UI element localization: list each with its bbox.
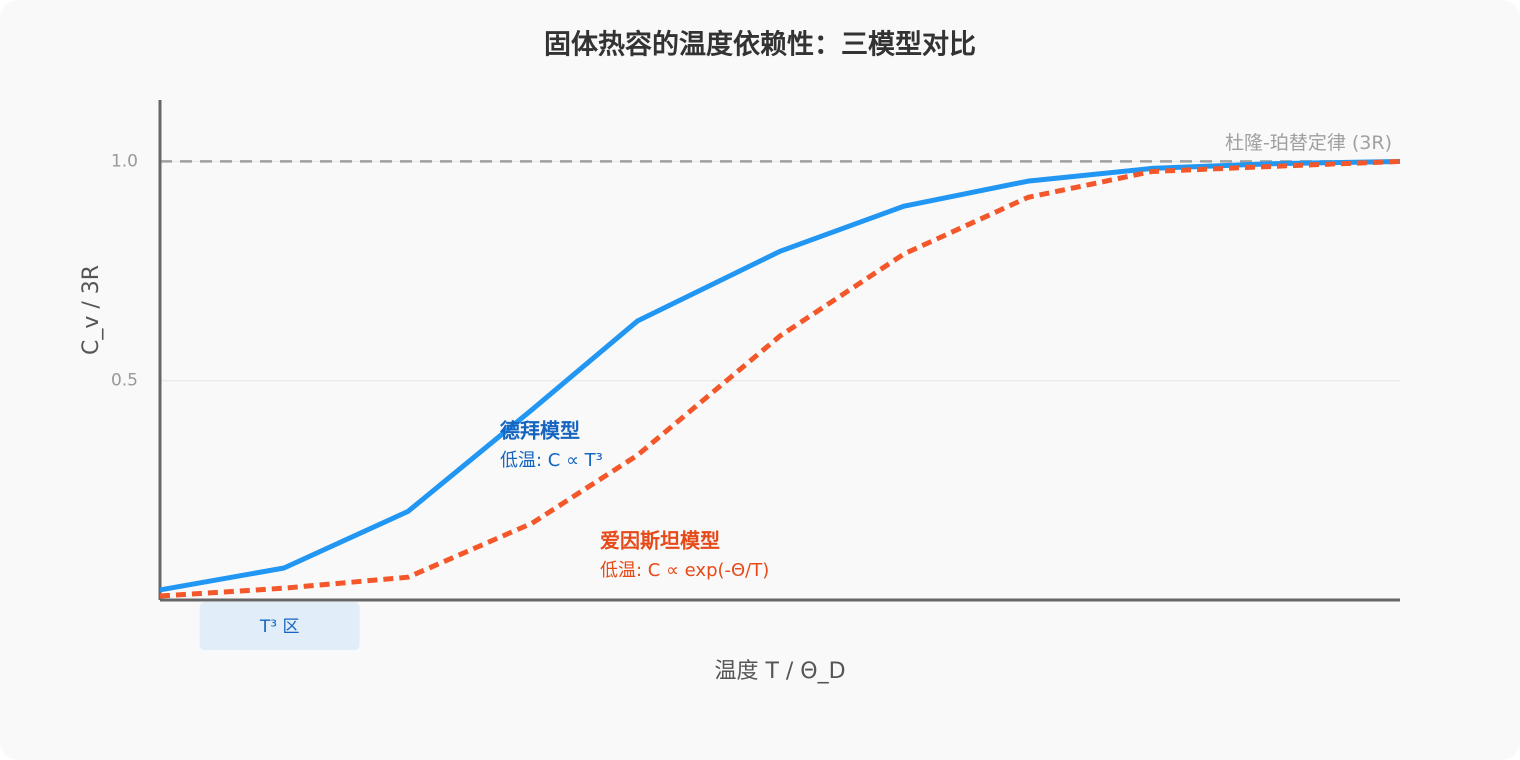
series-label: 德拜模型 <box>500 419 580 443</box>
series-note: 低温: C ∝ T³ <box>500 450 603 471</box>
reference-label: 杜隆-珀替定律 (3R) <box>1225 132 1392 154</box>
x-axis-label: 温度 T / Θ_D <box>714 659 845 684</box>
series-label: 爱因斯坦模型 <box>600 529 720 553</box>
chart-title: 固体热容的温度依赖性：三模型对比 <box>544 29 976 61</box>
series-note: 低温: C ∝ exp(-Θ/T) <box>600 560 769 581</box>
y-axis-label: C_v / 3R <box>79 265 104 355</box>
region-label: T³ 区 <box>259 617 300 637</box>
series-line <box>159 158 1401 593</box>
y-tick-label: 0.5 <box>111 371 138 391</box>
series-line <box>159 158 1401 599</box>
region-box <box>199 602 360 650</box>
y-tick-label: 1.0 <box>111 151 138 171</box>
